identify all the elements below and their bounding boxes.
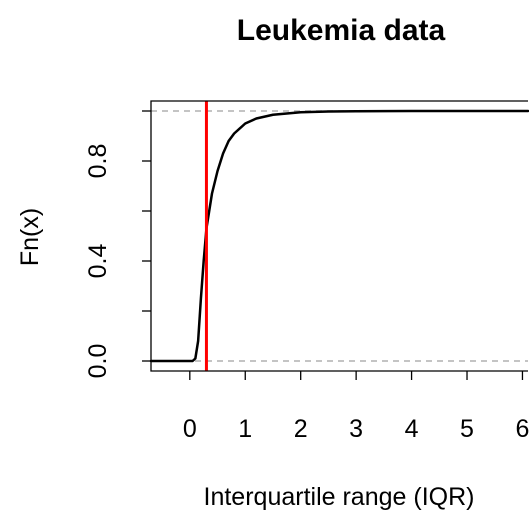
y-axis-label: Fn(x) bbox=[16, 208, 44, 266]
y-tick-label-2: 0.4 bbox=[84, 244, 112, 279]
x-tick-label-4: 4 bbox=[405, 415, 419, 443]
y-tick-label-4: 0.8 bbox=[84, 144, 112, 179]
x-tick-label-0: 0 bbox=[183, 415, 197, 443]
plot-layer: 0 1 2 3 4 5 6 0.0 0.4 0.8 bbox=[84, 100, 529, 443]
chart-title: Leukemia data bbox=[237, 14, 446, 47]
x-tick-label-5: 5 bbox=[460, 415, 474, 443]
x-tick-label-2: 2 bbox=[294, 415, 308, 443]
plot-frame bbox=[150, 100, 528, 372]
x-tick-label-3: 3 bbox=[349, 415, 363, 443]
ecdf-curve-0 bbox=[149, 109, 529, 363]
x-tick-label-1: 1 bbox=[238, 415, 252, 443]
x-axis-label: Interquartile range (IQR) bbox=[204, 483, 475, 511]
y-tick-label-0: 0.0 bbox=[84, 344, 112, 379]
x-tick-label-6: 6 bbox=[516, 415, 529, 443]
